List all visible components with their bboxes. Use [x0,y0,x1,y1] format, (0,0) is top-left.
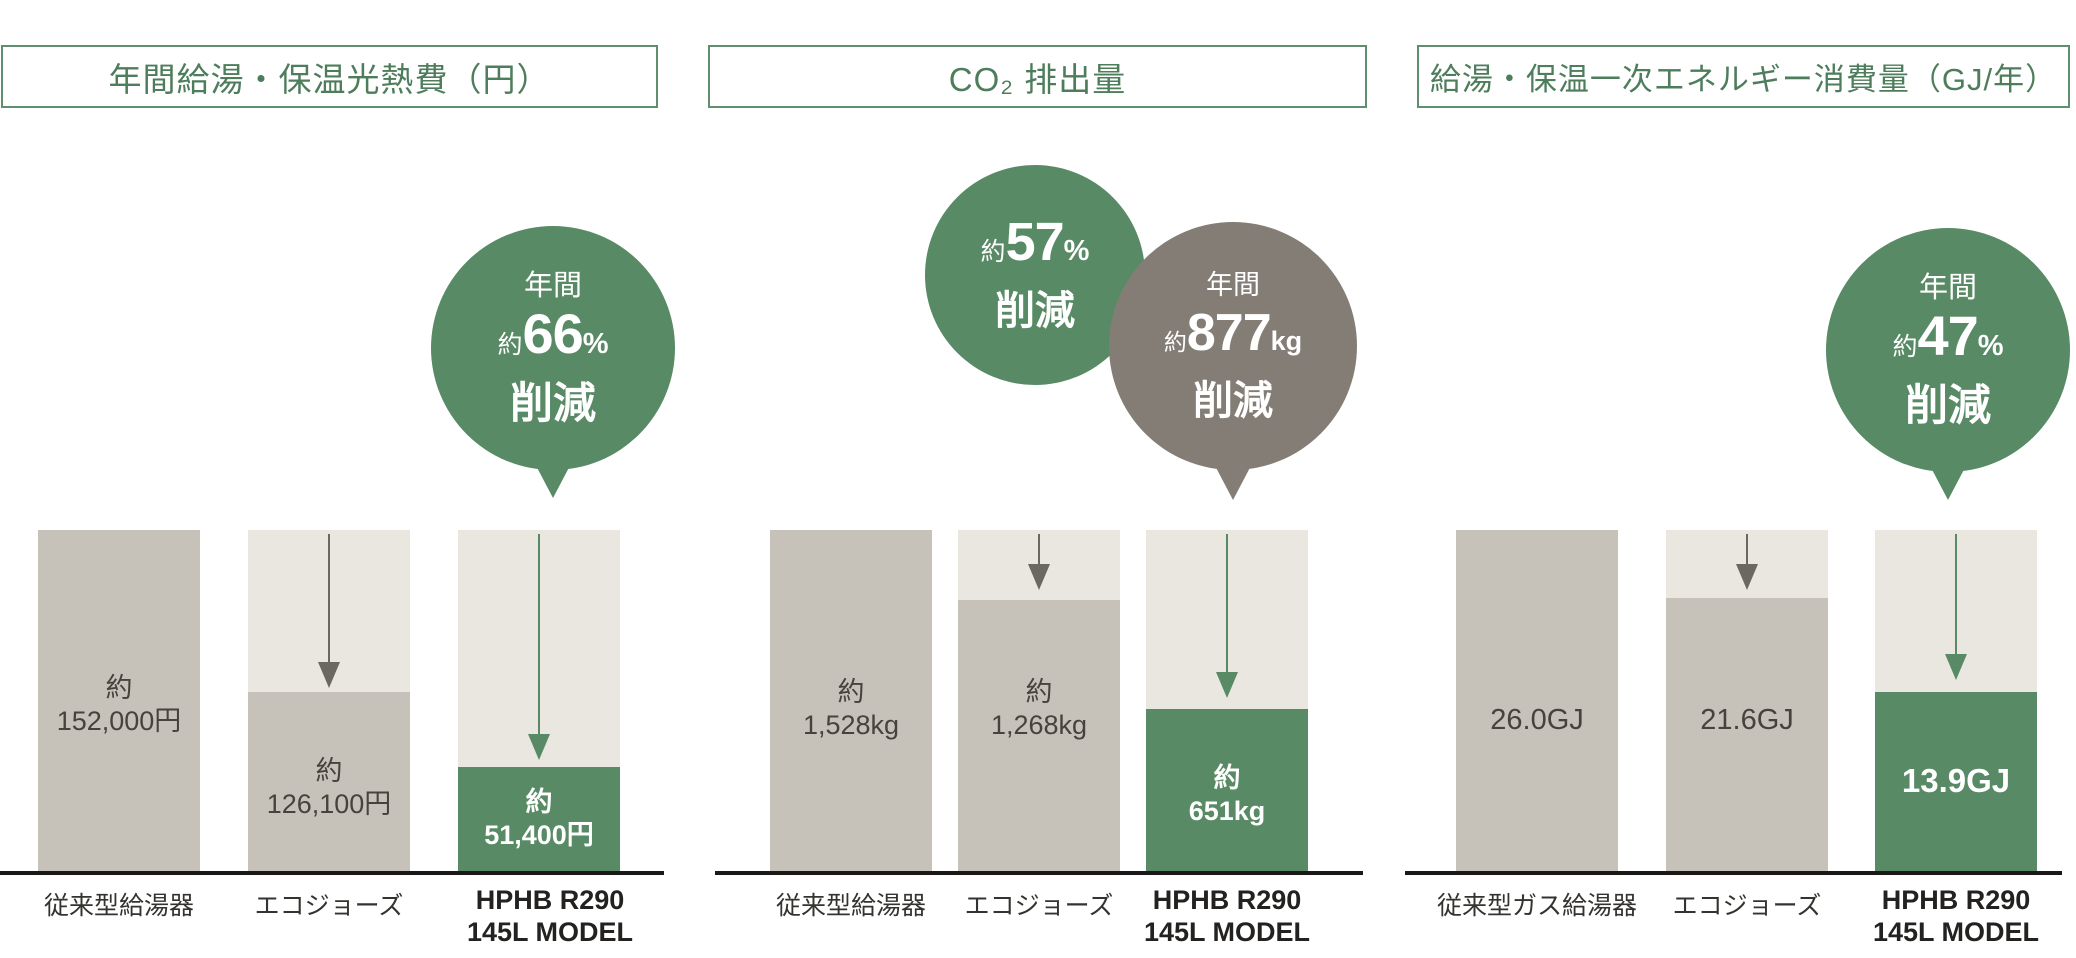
co2-badge-tail [1212,460,1254,500]
cost-xlabel-hphb: HPHB R290 145L MODEL [440,884,660,948]
arrow-head [528,734,550,760]
model-line1: HPHB R290 [475,885,625,915]
cost-badge-tail [532,458,574,498]
value-text: 1,268kg [990,710,1088,740]
co2-value-conventional: 約 1,528kg [746,676,956,742]
energy-bar-conventional [1456,530,1618,871]
arrow-head [1736,564,1758,590]
co2-xlabel-conventional: 従来型給湯器 [775,892,926,920]
energy-value-hphb: 13.9GJ [1901,762,2011,799]
badge-number: 47 [1917,303,1978,367]
badge-reduction-label: 削減 [1193,378,1273,423]
value-text: 126,100円 [266,789,392,819]
co2-xlabel-hphb: HPHB R290 145L MODEL [1117,884,1337,948]
badge-reduction-label: 削減 [995,289,1075,333]
value-text: 152,000円 [56,706,182,736]
badge-unit: % [1063,235,1090,267]
approx-prefix: 約 [315,756,343,786]
cost-value-ecojozu: 約 126,100円 [224,755,434,821]
value-text: 51,400円 [484,820,594,850]
co2-value-ecojozu: 約 1,268kg [934,676,1144,742]
badge-value-line: 約877kg [1164,304,1302,375]
energy-axis-line [1405,871,2062,875]
co2-value-hphb: 約 651kg [1122,762,1332,828]
arrow-shaft [1746,534,1748,564]
badge-period-label: 年間 [1918,271,1977,304]
arrow-head [1028,564,1050,590]
energy-bar-ecojozu [1666,598,1828,871]
model-line1: HPHB R290 [1152,885,1302,915]
energy-xlabel-ecojozu: エコジョーズ [1672,892,1822,920]
chart-cost-title: 年間給湯・保温光熱費（円） [1,45,658,108]
badge-period-label: 年間 [523,269,582,302]
badge-approx: 約 [497,330,523,359]
cost-bar-conventional [38,530,200,871]
energy-value-conventional: 26.0GJ [1490,704,1584,736]
arrow-head [1945,654,1967,680]
cost-axis-line [0,871,664,875]
energy-xlabel-conventional: 従来型ガス給湯器 [1436,892,1637,920]
badge-unit: % [1977,329,2004,362]
badge-number: 57 [1005,212,1065,272]
badge-period-label: 年間 [1206,269,1260,300]
co2-axis-line [715,871,1363,875]
badge-unit: % [582,327,609,360]
co2-bar-ecojozu [958,600,1120,871]
value-text: 651kg [1188,796,1266,826]
co2-bar-conventional [770,530,932,871]
badge-number: 877 [1186,303,1272,362]
co2-kg-badge: 年間 約877kg 削減 [1109,222,1357,470]
value-text: 1,528kg [802,710,900,740]
chart-co2-title-text: CO₂ 排出量 [948,60,1127,98]
approx-prefix: 約 [105,673,133,703]
arrow-shaft [538,534,540,734]
badge-reduction-label: 削減 [1905,381,1991,430]
badge-number: 66 [522,301,583,365]
model-line2: 145L MODEL [466,917,634,947]
badge-value-line: 約47% [1892,303,2004,380]
arrow-shaft [1226,534,1228,672]
badge-value-line: 約57% [981,213,1090,285]
badge-reduction-label: 削減 [510,379,596,428]
badge-unit: kg [1270,325,1303,356]
cost-bar-hphb [458,767,620,871]
cost-value-hphb: 約 51,400円 [434,786,644,852]
badge-approx: 約 [1892,332,1918,361]
approx-prefix: 約 [1025,677,1053,707]
arrow-head [1216,672,1238,698]
badge-approx: 約 [980,238,1006,266]
cost-xlabel-conventional: 従来型給湯器 [43,892,194,920]
chart-co2-title: CO₂ 排出量 [708,45,1367,108]
model-line2: 145L MODEL [1143,917,1311,947]
energy-value-ecojozu: 21.6GJ [1700,704,1794,736]
energy-xlabel-hphb: HPHB R290 145L MODEL [1846,884,2066,948]
model-line1: HPHB R290 [1881,885,2031,915]
approx-prefix: 約 [1213,763,1241,793]
energy-reduction-badge: 年間 約47% 削減 [1826,228,2070,472]
cost-value-conventional: 約 152,000円 [14,672,224,738]
co2-bar-hphb [1146,709,1308,871]
arrow-head [318,662,340,688]
co2-xlabel-ecojozu: エコジョーズ [964,892,1114,920]
chart-energy-title-text: 給湯・保温一次エネルギー消費量（GJ/年） [1429,62,2058,97]
cost-xlabel-ecojozu: エコジョーズ [254,892,404,920]
approx-prefix: 約 [837,677,865,707]
chart-cost-title-text: 年間給湯・保温光熱費（円） [108,60,551,98]
arrow-shaft [1955,534,1957,654]
arrow-shaft [1038,534,1040,564]
approx-prefix: 約 [525,787,553,817]
model-line2: 145L MODEL [1872,917,2040,947]
cost-reduction-badge: 年間 約66% 削減 [431,226,675,470]
co2-percent-badge: 約57% 削減 [925,165,1145,385]
energy-bar-hphb [1875,692,2037,871]
energy-badge-tail [1927,460,1969,500]
badge-approx: 約 [1163,328,1187,355]
arrow-shaft [328,534,330,662]
cost-bar-ecojozu [248,692,410,871]
chart-energy-title: 給湯・保温一次エネルギー消費量（GJ/年） [1417,45,2070,108]
badge-value-line: 約66% [497,301,609,378]
